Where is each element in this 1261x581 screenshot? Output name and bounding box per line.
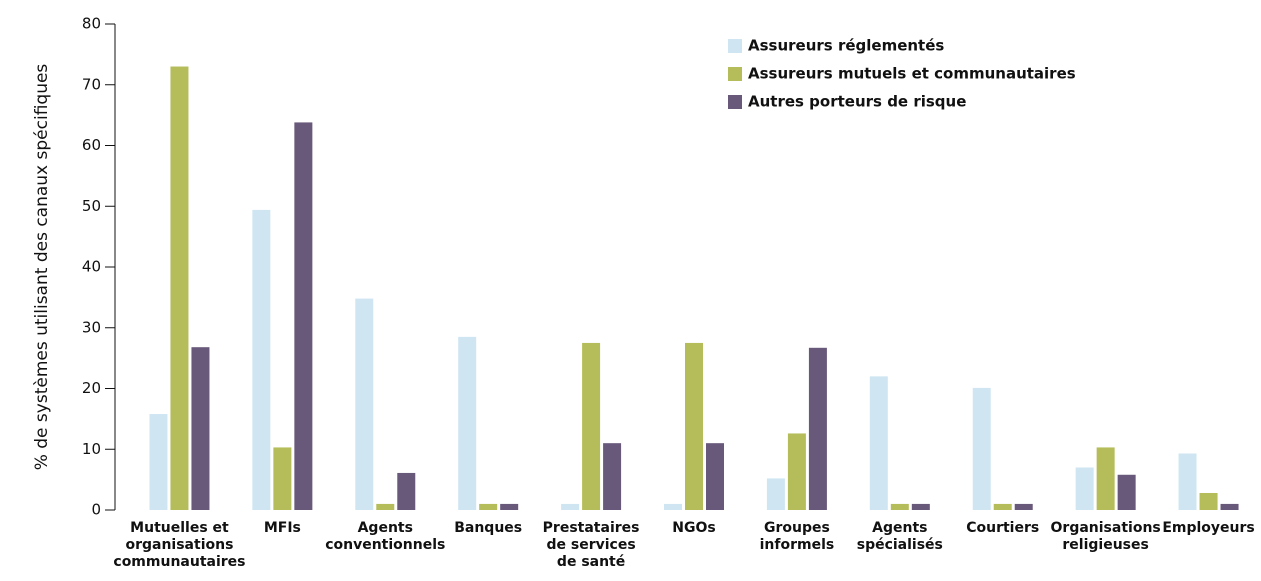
legend-label: Autres porteurs de risque bbox=[748, 93, 966, 111]
bar bbox=[869, 376, 888, 510]
bar bbox=[561, 503, 580, 510]
bar bbox=[808, 347, 827, 510]
bar bbox=[355, 298, 374, 510]
bar bbox=[479, 503, 498, 510]
x-tick-label: Groupes informels bbox=[760, 520, 835, 553]
bar bbox=[1096, 447, 1115, 510]
y-tick-label: 80 bbox=[82, 15, 101, 33]
y-axis-label: % de systèmes utilisant des canaux spéci… bbox=[32, 64, 52, 471]
bar bbox=[603, 443, 622, 510]
bar bbox=[273, 447, 292, 510]
y-tick-label: 30 bbox=[82, 318, 101, 336]
bar bbox=[890, 503, 909, 510]
bar bbox=[664, 503, 682, 510]
legend-swatch bbox=[728, 95, 742, 109]
bar bbox=[170, 66, 189, 511]
y-tick-label: 10 bbox=[82, 440, 101, 458]
bar bbox=[787, 433, 806, 510]
y-tick-label: 0 bbox=[91, 501, 101, 519]
bar bbox=[1220, 503, 1239, 510]
bar bbox=[972, 387, 991, 510]
legend-label: Assureurs mutuels et communautaires bbox=[748, 65, 1076, 83]
x-tick-label: Prestataires de services de santé bbox=[543, 520, 640, 570]
bar bbox=[911, 503, 930, 510]
legend-swatch bbox=[728, 67, 742, 81]
x-tick-label: Banques bbox=[454, 520, 522, 536]
y-tick-label: 20 bbox=[82, 379, 101, 397]
y-tick-label: 70 bbox=[82, 75, 101, 93]
bar bbox=[500, 503, 519, 510]
bar bbox=[191, 347, 210, 510]
y-tick-label: 60 bbox=[82, 136, 101, 154]
bar bbox=[458, 336, 477, 510]
bar bbox=[1178, 453, 1197, 510]
x-tick-label: Mutuelles et organisations communautaires bbox=[113, 520, 245, 570]
x-tick-label: Organisations religieuses bbox=[1051, 520, 1161, 553]
y-tick-label: 50 bbox=[82, 197, 101, 215]
bar bbox=[294, 122, 313, 510]
bar bbox=[1199, 492, 1218, 510]
x-tick-label: Agents spécialisés bbox=[857, 520, 943, 553]
x-tick-label: Courtiers bbox=[966, 520, 1039, 536]
legend-label: Assureurs réglementés bbox=[748, 37, 944, 55]
bar bbox=[252, 209, 271, 510]
bar bbox=[376, 503, 395, 510]
bar bbox=[1075, 467, 1094, 510]
bar bbox=[766, 478, 785, 510]
y-tick-label: 40 bbox=[82, 258, 101, 276]
bar bbox=[397, 472, 416, 510]
bar bbox=[685, 342, 703, 510]
x-tick-label: MFIs bbox=[264, 520, 301, 536]
x-tick-label: NGOs bbox=[672, 520, 715, 536]
bar bbox=[582, 342, 601, 510]
bar bbox=[993, 503, 1012, 510]
legend-swatch bbox=[728, 39, 742, 53]
bar bbox=[149, 414, 168, 510]
bar bbox=[1117, 474, 1136, 510]
bar bbox=[1014, 503, 1033, 510]
bar bbox=[706, 443, 724, 510]
x-tick-label: Agents conventionnels bbox=[325, 520, 445, 553]
x-tick-label: Employeurs bbox=[1162, 520, 1254, 536]
